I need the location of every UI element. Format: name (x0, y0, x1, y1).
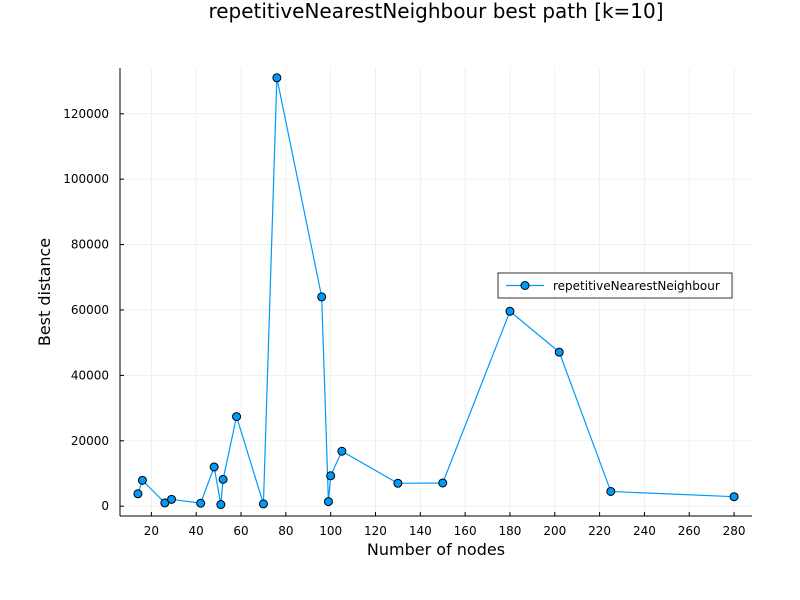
x-tick-label: 60 (233, 524, 248, 538)
data-point (393, 478, 403, 488)
x-tick-label: 260 (678, 524, 701, 538)
axes (119, 68, 752, 517)
data-point (337, 446, 347, 456)
data-point (554, 347, 564, 357)
data-point (606, 486, 616, 496)
y-tick-label: 80000 (71, 238, 109, 252)
y-tick-label: 0 (101, 499, 109, 513)
x-tick-label: 140 (409, 524, 432, 538)
data-point (323, 497, 333, 507)
data-point (258, 499, 268, 509)
x-tick-label: 100 (319, 524, 342, 538)
x-tick-label: 40 (189, 524, 204, 538)
data-point (438, 478, 448, 488)
data-point (216, 500, 226, 510)
tick-marks-and-labels: 20 40 60 80 100 120 140 160 180 200 220 240 260 280 0 2… (63, 107, 745, 538)
y-tick-label: 20000 (71, 434, 109, 448)
x-tick-label: 160 (454, 524, 477, 538)
x-tick-label: 240 (633, 524, 656, 538)
legend-label: repetitiveNearestNeighbour (553, 279, 720, 293)
x-axis-title: Number of nodes (367, 540, 505, 559)
y-tick-label: 120000 (63, 107, 109, 121)
data-point (326, 471, 336, 481)
x-tick-label: 20 (144, 524, 159, 538)
x-tick-label: 280 (723, 524, 746, 538)
x-tick-label: 180 (499, 524, 522, 538)
legend: repetitiveNearestNeighbour (497, 272, 733, 299)
data-point (133, 489, 143, 499)
data-point (167, 494, 177, 504)
data-point (317, 292, 327, 302)
y-axis-title: Best distance (35, 238, 54, 346)
x-tick-label: 80 (278, 524, 293, 538)
y-tick-label: 100000 (63, 172, 109, 186)
legend-marker (520, 281, 530, 290)
x-tick-label: 220 (588, 524, 611, 538)
data-point (137, 475, 147, 485)
series-group (133, 73, 739, 510)
data-point (232, 412, 242, 422)
data-point (218, 474, 228, 484)
data-point (272, 73, 282, 83)
y-tick-label: 40000 (71, 368, 109, 382)
x-tick-label: 120 (364, 524, 387, 538)
data-point (160, 498, 170, 508)
data-point (209, 462, 219, 472)
chart-title: repetitiveNearestNeighbour best path [k=… (208, 0, 663, 23)
data-point (196, 498, 206, 508)
data-point (505, 306, 515, 316)
data-point (729, 492, 739, 502)
y-tick-label: 60000 (71, 303, 109, 317)
x-tick-label: 200 (543, 524, 566, 538)
